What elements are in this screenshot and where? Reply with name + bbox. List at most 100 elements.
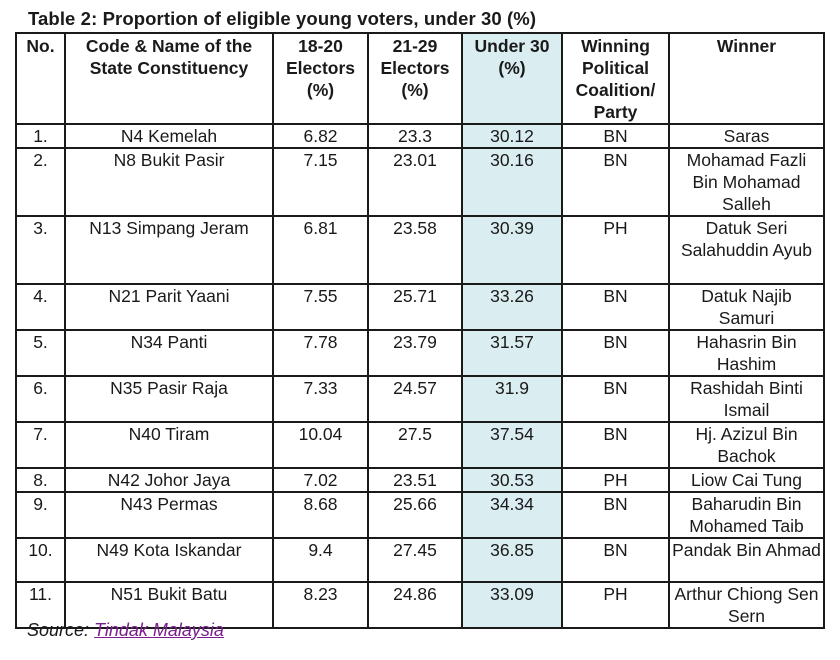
table-row: 4. N21 Parit Yaani 7.55 25.71 33.26 BN Datuk N…	[15, 283, 825, 331]
col-header-constituency: Code & Name of the State Constituency	[64, 32, 274, 125]
winner-cell: Baharudin Bin Mohamed Taib	[668, 491, 825, 539]
electors-21-29-cell: 27.5	[367, 421, 463, 469]
electors-18-20-cell: 6.81	[272, 215, 369, 285]
col-header-winner: Winner	[668, 32, 825, 125]
young-voters-table: No. Code & Name of the State Constituenc…	[15, 32, 825, 629]
party-cell: BN	[561, 491, 670, 539]
under-30-cell: 37.54	[461, 421, 563, 469]
under-30-cell: 30.16	[461, 147, 563, 217]
row-number: 3.	[15, 215, 66, 285]
party-cell: BN	[561, 421, 670, 469]
constituency-cell: N8 Bukit Pasir	[64, 147, 274, 217]
table-row: 1. N4 Kemelah 6.82 23.3 30.12 BN Saras	[15, 123, 825, 149]
constituency-cell: N21 Parit Yaani	[64, 283, 274, 331]
electors-18-20-cell: 7.15	[272, 147, 369, 217]
party-cell: PH	[561, 467, 670, 493]
col-header-21-29: 21-29 Electors (%)	[367, 32, 463, 125]
party-cell: BN	[561, 123, 670, 149]
party-cell: BN	[561, 537, 670, 583]
under-30-cell: 30.39	[461, 215, 563, 285]
row-number: 9.	[15, 491, 66, 539]
constituency-cell: N49 Kota Iskandar	[64, 537, 274, 583]
party-cell: BN	[561, 283, 670, 331]
electors-21-29-cell: 23.58	[367, 215, 463, 285]
winner-cell: Hahasrin Bin Hashim	[668, 329, 825, 377]
electors-18-20-cell: 7.02	[272, 467, 369, 493]
electors-18-20-cell: 7.33	[272, 375, 369, 423]
row-number: 4.	[15, 283, 66, 331]
electors-21-29-cell: 24.86	[367, 581, 463, 629]
electors-18-20-cell: 8.68	[272, 491, 369, 539]
col-header-party: Winning Political Coalition/ Party	[561, 32, 670, 125]
table-row: 10. N49 Kota Iskandar 9.4 27.45 36.85 BN Panda…	[15, 537, 825, 583]
source-note: Source: Tindak Malaysia	[27, 619, 224, 641]
under-30-cell: 30.12	[461, 123, 563, 149]
row-number: 6.	[15, 375, 66, 423]
table-row: 3. N13 Simpang Jeram 6.81 23.58 30.39 PH Datuk…	[15, 215, 825, 285]
under-30-cell: 31.9	[461, 375, 563, 423]
row-number: 7.	[15, 421, 66, 469]
table-row: 6. N35 Pasir Raja 7.33 24.57 31.9 BN Rashidah …	[15, 375, 825, 423]
constituency-cell: N35 Pasir Raja	[64, 375, 274, 423]
table-row: 11. N51 Bukit Batu 8.23 24.86 33.09 PH Arthur …	[15, 581, 825, 629]
under-30-cell: 36.85	[461, 537, 563, 583]
party-cell: PH	[561, 581, 670, 629]
table-row: 9. N43 Permas 8.68 25.66 34.34 BN Baharudin Bi…	[15, 491, 825, 539]
row-number: 8.	[15, 467, 66, 493]
row-number: 10.	[15, 537, 66, 583]
constituency-cell: N40 Tiram	[64, 421, 274, 469]
constituency-cell: N42 Johor Jaya	[64, 467, 274, 493]
under-30-cell: 30.53	[461, 467, 563, 493]
col-header-under-30: Under 30 (%)	[461, 32, 563, 125]
winner-cell: Datuk Seri Salahuddin Ayub	[668, 215, 825, 285]
table-row: 2. N8 Bukit Pasir 7.15 23.01 30.16 BN Mohamad …	[15, 147, 825, 217]
electors-21-29-cell: 23.3	[367, 123, 463, 149]
row-number: 11.	[15, 581, 66, 629]
table-row: 8. N42 Johor Jaya 7.02 23.51 30.53 PH Liow Cai…	[15, 467, 825, 493]
table-title: Table 2: Proportion of eligible young vo…	[28, 8, 537, 29]
electors-21-29-cell: 24.57	[367, 375, 463, 423]
under-30-cell: 33.09	[461, 581, 563, 629]
winner-cell: Liow Cai Tung	[668, 467, 825, 493]
row-number: 1.	[15, 123, 66, 149]
electors-21-29-cell: 25.66	[367, 491, 463, 539]
electors-18-20-cell: 10.04	[272, 421, 369, 469]
col-header-no: No.	[15, 32, 66, 125]
constituency-cell: N51 Bukit Batu	[64, 581, 274, 629]
electors-18-20-cell: 9.4	[272, 537, 369, 583]
electors-18-20-cell: 6.82	[272, 123, 369, 149]
constituency-cell: N13 Simpang Jeram	[64, 215, 274, 285]
under-30-cell: 34.34	[461, 491, 563, 539]
electors-21-29-cell: 23.01	[367, 147, 463, 217]
winner-cell: Arthur Chiong Sen Sern	[668, 581, 825, 629]
col-header-18-20: 18-20 Electors (%)	[272, 32, 369, 125]
constituency-cell: N34 Panti	[64, 329, 274, 377]
winner-cell: Rashidah Binti Ismail	[668, 375, 825, 423]
source-label: Source:	[27, 620, 95, 640]
electors-21-29-cell: 25.71	[367, 283, 463, 331]
winner-cell: Mohamad Fazli Bin Mohamad Salleh	[668, 147, 825, 217]
party-cell: PH	[561, 215, 670, 285]
constituency-cell: N43 Permas	[64, 491, 274, 539]
winner-cell: Hj. Azizul Bin Bachok	[668, 421, 825, 469]
under-30-cell: 31.57	[461, 329, 563, 377]
source-link[interactable]: Tindak Malaysia	[94, 620, 224, 640]
header-row: No. Code & Name of the State Constituenc…	[15, 32, 825, 125]
electors-18-20-cell: 7.78	[272, 329, 369, 377]
table-row: 7. N40 Tiram 10.04 27.5 37.54 BN Hj. Azizul Bi…	[15, 421, 825, 469]
party-cell: BN	[561, 375, 670, 423]
electors-18-20-cell: 7.55	[272, 283, 369, 331]
under-30-cell: 33.26	[461, 283, 563, 331]
winner-cell: Pandak Bin Ahmad	[668, 537, 825, 583]
electors-21-29-cell: 27.45	[367, 537, 463, 583]
electors-18-20-cell: 8.23	[272, 581, 369, 629]
constituency-cell: N4 Kemelah	[64, 123, 274, 149]
party-cell: BN	[561, 147, 670, 217]
winner-cell: Datuk Najib Samuri	[668, 283, 825, 331]
row-number: 5.	[15, 329, 66, 377]
party-cell: BN	[561, 329, 670, 377]
electors-21-29-cell: 23.79	[367, 329, 463, 377]
winner-cell: Saras	[668, 123, 825, 149]
electors-21-29-cell: 23.51	[367, 467, 463, 493]
row-number: 2.	[15, 147, 66, 217]
